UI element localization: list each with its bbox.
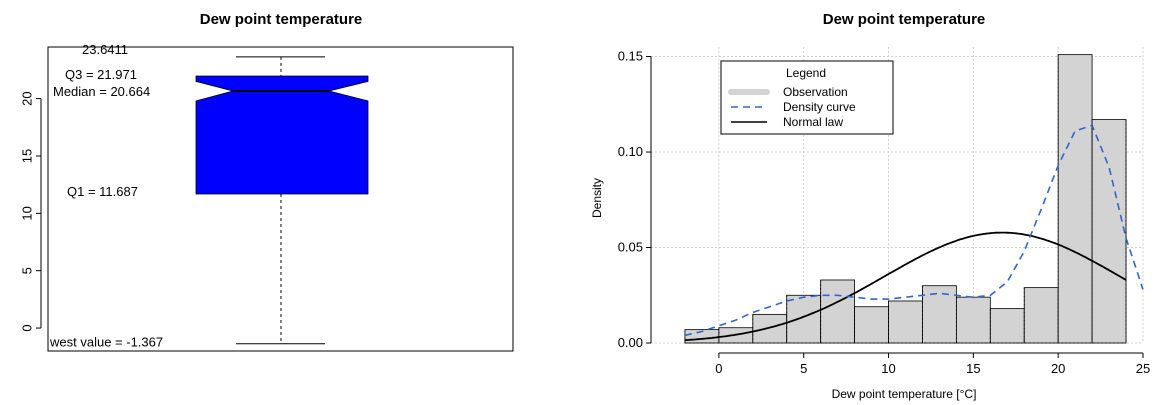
histogram-bars xyxy=(684,54,1127,344)
y-tick-label: 20 xyxy=(19,91,34,105)
histogram-bar xyxy=(752,313,788,344)
legend-normal-label: Normal law xyxy=(783,115,843,129)
x-tick-label: 10 xyxy=(881,361,895,376)
annotation-max: 23.6411 xyxy=(82,42,128,57)
histogram-bar xyxy=(1057,54,1093,344)
histogram-y-label: Density xyxy=(590,178,604,218)
boxplot-frame xyxy=(47,46,514,352)
y-tick-label: 5 xyxy=(19,267,34,274)
annotation-median: Median = 20.664 xyxy=(53,84,150,99)
boxplot-title: Dew point temperature xyxy=(200,11,363,28)
y-tick-label: 15 xyxy=(19,149,34,163)
annotation-q3: Q3 = 21.971 xyxy=(65,67,137,82)
boxplot-chart: Dew point temperature 0 5 10 15 20 23.6411 Q… xyxy=(19,11,514,352)
annotation-min: west value = -1.367 xyxy=(49,335,163,350)
histogram-bar xyxy=(888,300,923,344)
histogram-bar xyxy=(989,308,1025,344)
histogram-bar xyxy=(1091,119,1127,344)
histogram-bar xyxy=(854,306,889,344)
histogram-bar xyxy=(786,294,822,344)
legend-title: Legend xyxy=(786,66,826,80)
histogram-bar xyxy=(955,296,991,344)
normal-law-curve xyxy=(684,231,1127,342)
x-tick-label: 5 xyxy=(800,361,807,376)
boxplot-y-ticks: 0 5 10 15 20 xyxy=(19,91,41,332)
histogram-bar xyxy=(820,279,855,344)
legend-density-label: Density curve xyxy=(783,100,856,114)
histogram-bar xyxy=(922,285,957,344)
annotation-q1: Q1 = 11.687 xyxy=(67,184,138,199)
x-tick-label: 15 xyxy=(966,361,980,376)
y-tick-label: 0 xyxy=(19,324,34,331)
y-tick-label: 0.15 xyxy=(618,49,643,64)
y-tick-label: 0.05 xyxy=(618,240,643,255)
y-tick-label: 10 xyxy=(19,206,34,220)
histogram-bar xyxy=(1023,287,1059,344)
boxplot-body xyxy=(195,56,369,345)
x-tick-label: 0 xyxy=(715,361,722,376)
y-tick-label: 0.10 xyxy=(618,144,643,159)
histogram-chart: Dew point temperature 0 5 10 15 20 25 0.00 0.05… xyxy=(590,11,1150,401)
histogram-legend: Legend Observation Density curve Normal … xyxy=(720,60,894,135)
notched-box xyxy=(195,75,369,195)
x-tick-label: 25 xyxy=(1136,361,1150,376)
histogram-title: Dew point temperature xyxy=(823,11,986,28)
histogram-x-label: Dew point temperature [°C] xyxy=(832,387,977,401)
histogram-axes: 0 5 10 15 20 25 0.00 0.05 0.10 0.15 xyxy=(618,49,1151,376)
y-tick-label: 0.00 xyxy=(618,335,643,350)
density-curve xyxy=(684,124,1144,337)
x-tick-label: 20 xyxy=(1051,361,1065,376)
legend-observation-label: Observation xyxy=(783,85,848,99)
